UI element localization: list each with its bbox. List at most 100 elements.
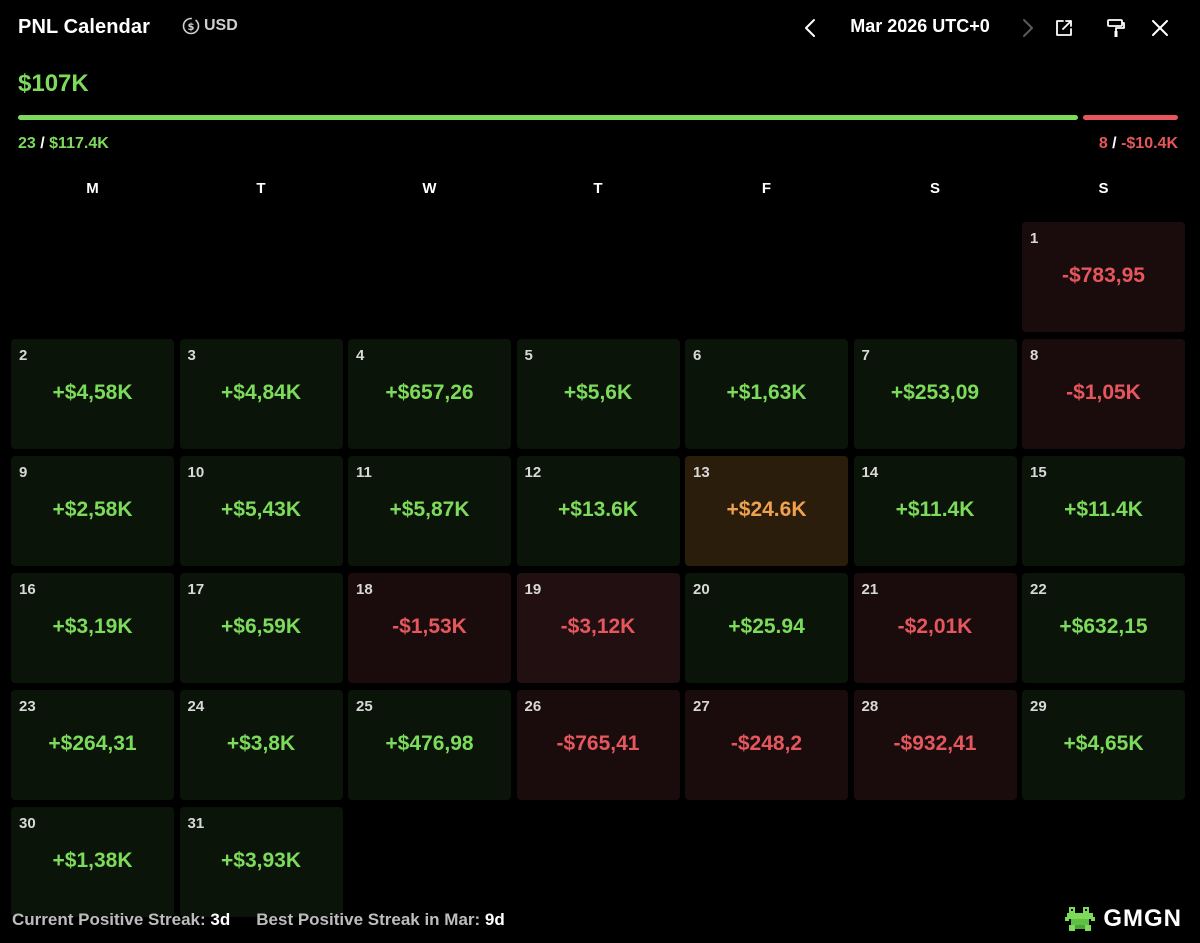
day-number: 2 [19,347,28,364]
day-pnl-value: -$2,01K [897,615,973,638]
empty-cell [11,222,174,332]
day-pnl-value: +$253,09 [890,381,980,404]
day-cell[interactable]: 19 -$3,12K [516,573,680,683]
day-cell[interactable]: 1 -$783,95 [1022,222,1185,332]
currency-selector[interactable]: $ USD [182,17,238,35]
day-number: 23 [19,698,36,715]
weekday-label: T [593,180,603,197]
day-pnl-value: +$476,98 [385,732,474,755]
close-button[interactable] [1148,16,1172,40]
share-button[interactable] [1052,16,1076,40]
day-pnl-value: +$5,87K [389,498,470,521]
negative-summary: 8 / -$10.4K [1099,135,1178,153]
day-cell[interactable]: 24 +$3,8K [179,690,343,800]
chevron-left-icon [805,19,815,37]
day-cell[interactable]: 20 +$25.94 [685,573,848,683]
positive-amount: $117.4K [49,135,109,152]
day-pnl-value: +$6,59K [221,615,301,638]
paint-roller-icon [1107,19,1125,37]
day-pnl-value: -$248,2 [730,732,803,755]
day-cell[interactable]: 29 +$4,65K [1022,690,1185,800]
day-cell[interactable]: 16 +$3,19K [11,573,174,683]
day-cell[interactable]: 8 -$1,05K [1022,339,1185,449]
day-cell[interactable]: 23 +$264,31 [11,690,174,800]
day-pnl-value: -$3,12K [560,615,636,638]
day-pnl-value: -$783,95 [1062,264,1145,287]
day-pnl-value: +$1,63K [726,381,807,404]
day-cell[interactable]: 18 -$1,53K [348,573,511,683]
day-number: 24 [187,698,205,715]
day-cell[interactable]: 27 -$248,2 [685,690,848,800]
day-cell[interactable]: 2 +$4,58K [11,339,174,449]
prev-month-button[interactable] [799,16,823,40]
month-label: Mar 2026 UTC+0 [850,16,990,36]
day-cell[interactable]: 6 +$1,63K [685,339,848,449]
day-number: 25 [356,698,373,715]
day-number: 16 [19,581,36,598]
chevron-right-icon [1023,19,1033,37]
day-pnl-value: +$632,15 [1059,615,1148,638]
day-cell[interactable]: 26 -$765,41 [516,690,680,800]
day-cell[interactable]: 3 +$4,84K [179,339,343,449]
empty-cell [517,222,680,332]
day-cell[interactable]: 15 +$11.4K [1022,456,1185,566]
day-cell[interactable]: 28 -$932,41 [853,690,1017,800]
day-number: 31 [187,815,205,832]
day-cell[interactable]: 5 +$5,6K [516,339,680,449]
calendar-grid: 1 -$783,95 2 +$4,58K 3 +$4,84K 4 +$657,26 5 +$5,6… [11,222,1187,917]
day-pnl-value: -$1,53K [392,615,467,638]
day-cell[interactable]: 30 +$1,38K [11,807,174,917]
day-pnl-value: +$3,8K [226,732,296,755]
day-pnl-value: +$3,93K [221,849,301,872]
summary-separator: / [1112,135,1117,152]
total-pnl: $107K [18,70,89,97]
day-cell[interactable]: 21 -$2,01K [853,573,1017,683]
day-pnl-value: -$932,41 [893,732,977,755]
negative-progress-bar [1083,115,1178,120]
empty-cell [854,222,1017,332]
day-number: 28 [861,698,879,715]
day-number: 20 [693,581,710,598]
next-month-button[interactable] [1015,16,1039,40]
streak-footer: Current Positive Streak: 3d Best Positiv… [12,910,505,930]
day-pnl-value: +$2,58K [52,498,133,521]
day-pnl-value: +$5,43K [221,498,301,521]
day-pnl-value: +$11.4K [1064,498,1143,521]
day-cell[interactable]: 14 +$11.4K [853,456,1017,566]
weekday-label: M [86,180,99,197]
day-number: 6 [693,347,702,364]
day-number: 1 [1030,230,1039,247]
day-cell[interactable]: 17 +$6,59K [179,573,343,683]
day-number: 12 [524,464,542,481]
day-number: 18 [356,581,373,598]
weekday-label: T [256,180,266,197]
day-cell[interactable]: 25 +$476,98 [348,690,511,800]
svg-text:$: $ [188,22,195,33]
empty-cell [180,222,343,332]
day-number: 7 [861,347,870,364]
day-pnl-value: +$4,58K [52,381,133,404]
day-number: 5 [524,347,533,364]
day-cell[interactable]: 12 +$13.6K [516,456,680,566]
day-cell[interactable]: 4 +$657,26 [348,339,511,449]
day-cell[interactable]: 10 +$5,43K [179,456,343,566]
day-pnl-value: +$4,65K [1063,732,1144,755]
summary-separator: / [40,135,45,152]
day-cell[interactable]: 7 +$253,09 [853,339,1017,449]
day-cell[interactable]: 11 +$5,87K [348,456,511,566]
day-cell[interactable]: 9 +$2,58K [11,456,174,566]
day-cell[interactable]: 22 +$632,15 [1022,573,1185,683]
current-streak: Current Positive Streak: 3d [12,910,230,930]
customize-button[interactable] [1104,16,1128,40]
negative-days-count: 8 [1098,135,1108,152]
page-title: PNL Calendar [18,16,150,38]
external-link-icon [1056,20,1072,36]
day-number: 21 [861,581,879,598]
brand-name: GMGN [1103,905,1182,932]
day-cell[interactable]: 31 +$3,93K [179,807,343,917]
day-number: 17 [187,581,205,598]
day-cell[interactable]: 13 +$24.6K [685,456,848,566]
calendar-header: PNL Calendar $ USD Mar 2026 UTC+0 [0,0,1200,56]
day-number: 30 [19,815,36,832]
